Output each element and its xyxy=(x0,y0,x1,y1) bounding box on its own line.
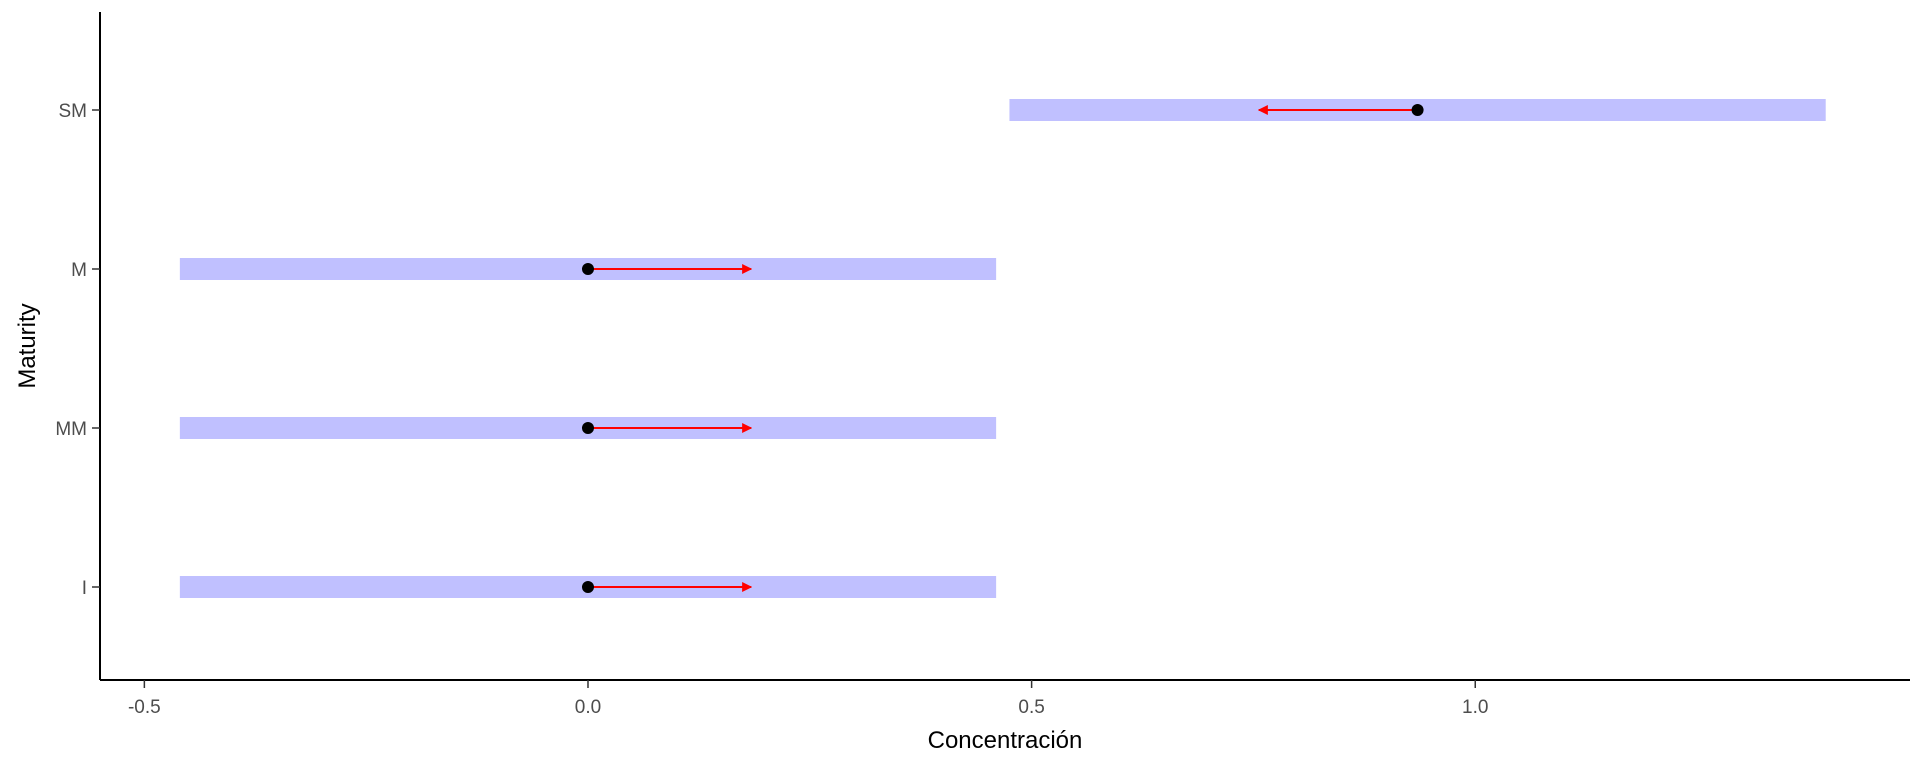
axes xyxy=(99,12,1910,681)
y-tick-label: SM xyxy=(59,101,88,122)
x-tick-label: 0.0 xyxy=(575,697,601,718)
y-axis-title: Maturity xyxy=(14,303,41,388)
x-tick-label: 0.5 xyxy=(1018,697,1044,718)
y-tick-label: I xyxy=(82,578,87,599)
y-tick-label: M xyxy=(71,260,87,281)
interval-bars xyxy=(179,99,1826,598)
x-axis-ticks: -0.5 0.0 0.5 1.0 xyxy=(128,680,1488,718)
estimate-point-mm xyxy=(581,422,594,434)
estimate-point-sm xyxy=(1411,104,1424,116)
x-axis-title: Concentración xyxy=(928,727,1083,754)
estimate-point-m xyxy=(581,263,594,275)
x-tick-label: 1.0 xyxy=(1462,697,1488,718)
y-tick-label: MM xyxy=(55,419,87,440)
estimate-point-i xyxy=(581,581,594,593)
x-tick-label: -0.5 xyxy=(128,697,161,718)
shift-arrows xyxy=(587,105,1418,592)
estimate-points xyxy=(581,104,1424,593)
